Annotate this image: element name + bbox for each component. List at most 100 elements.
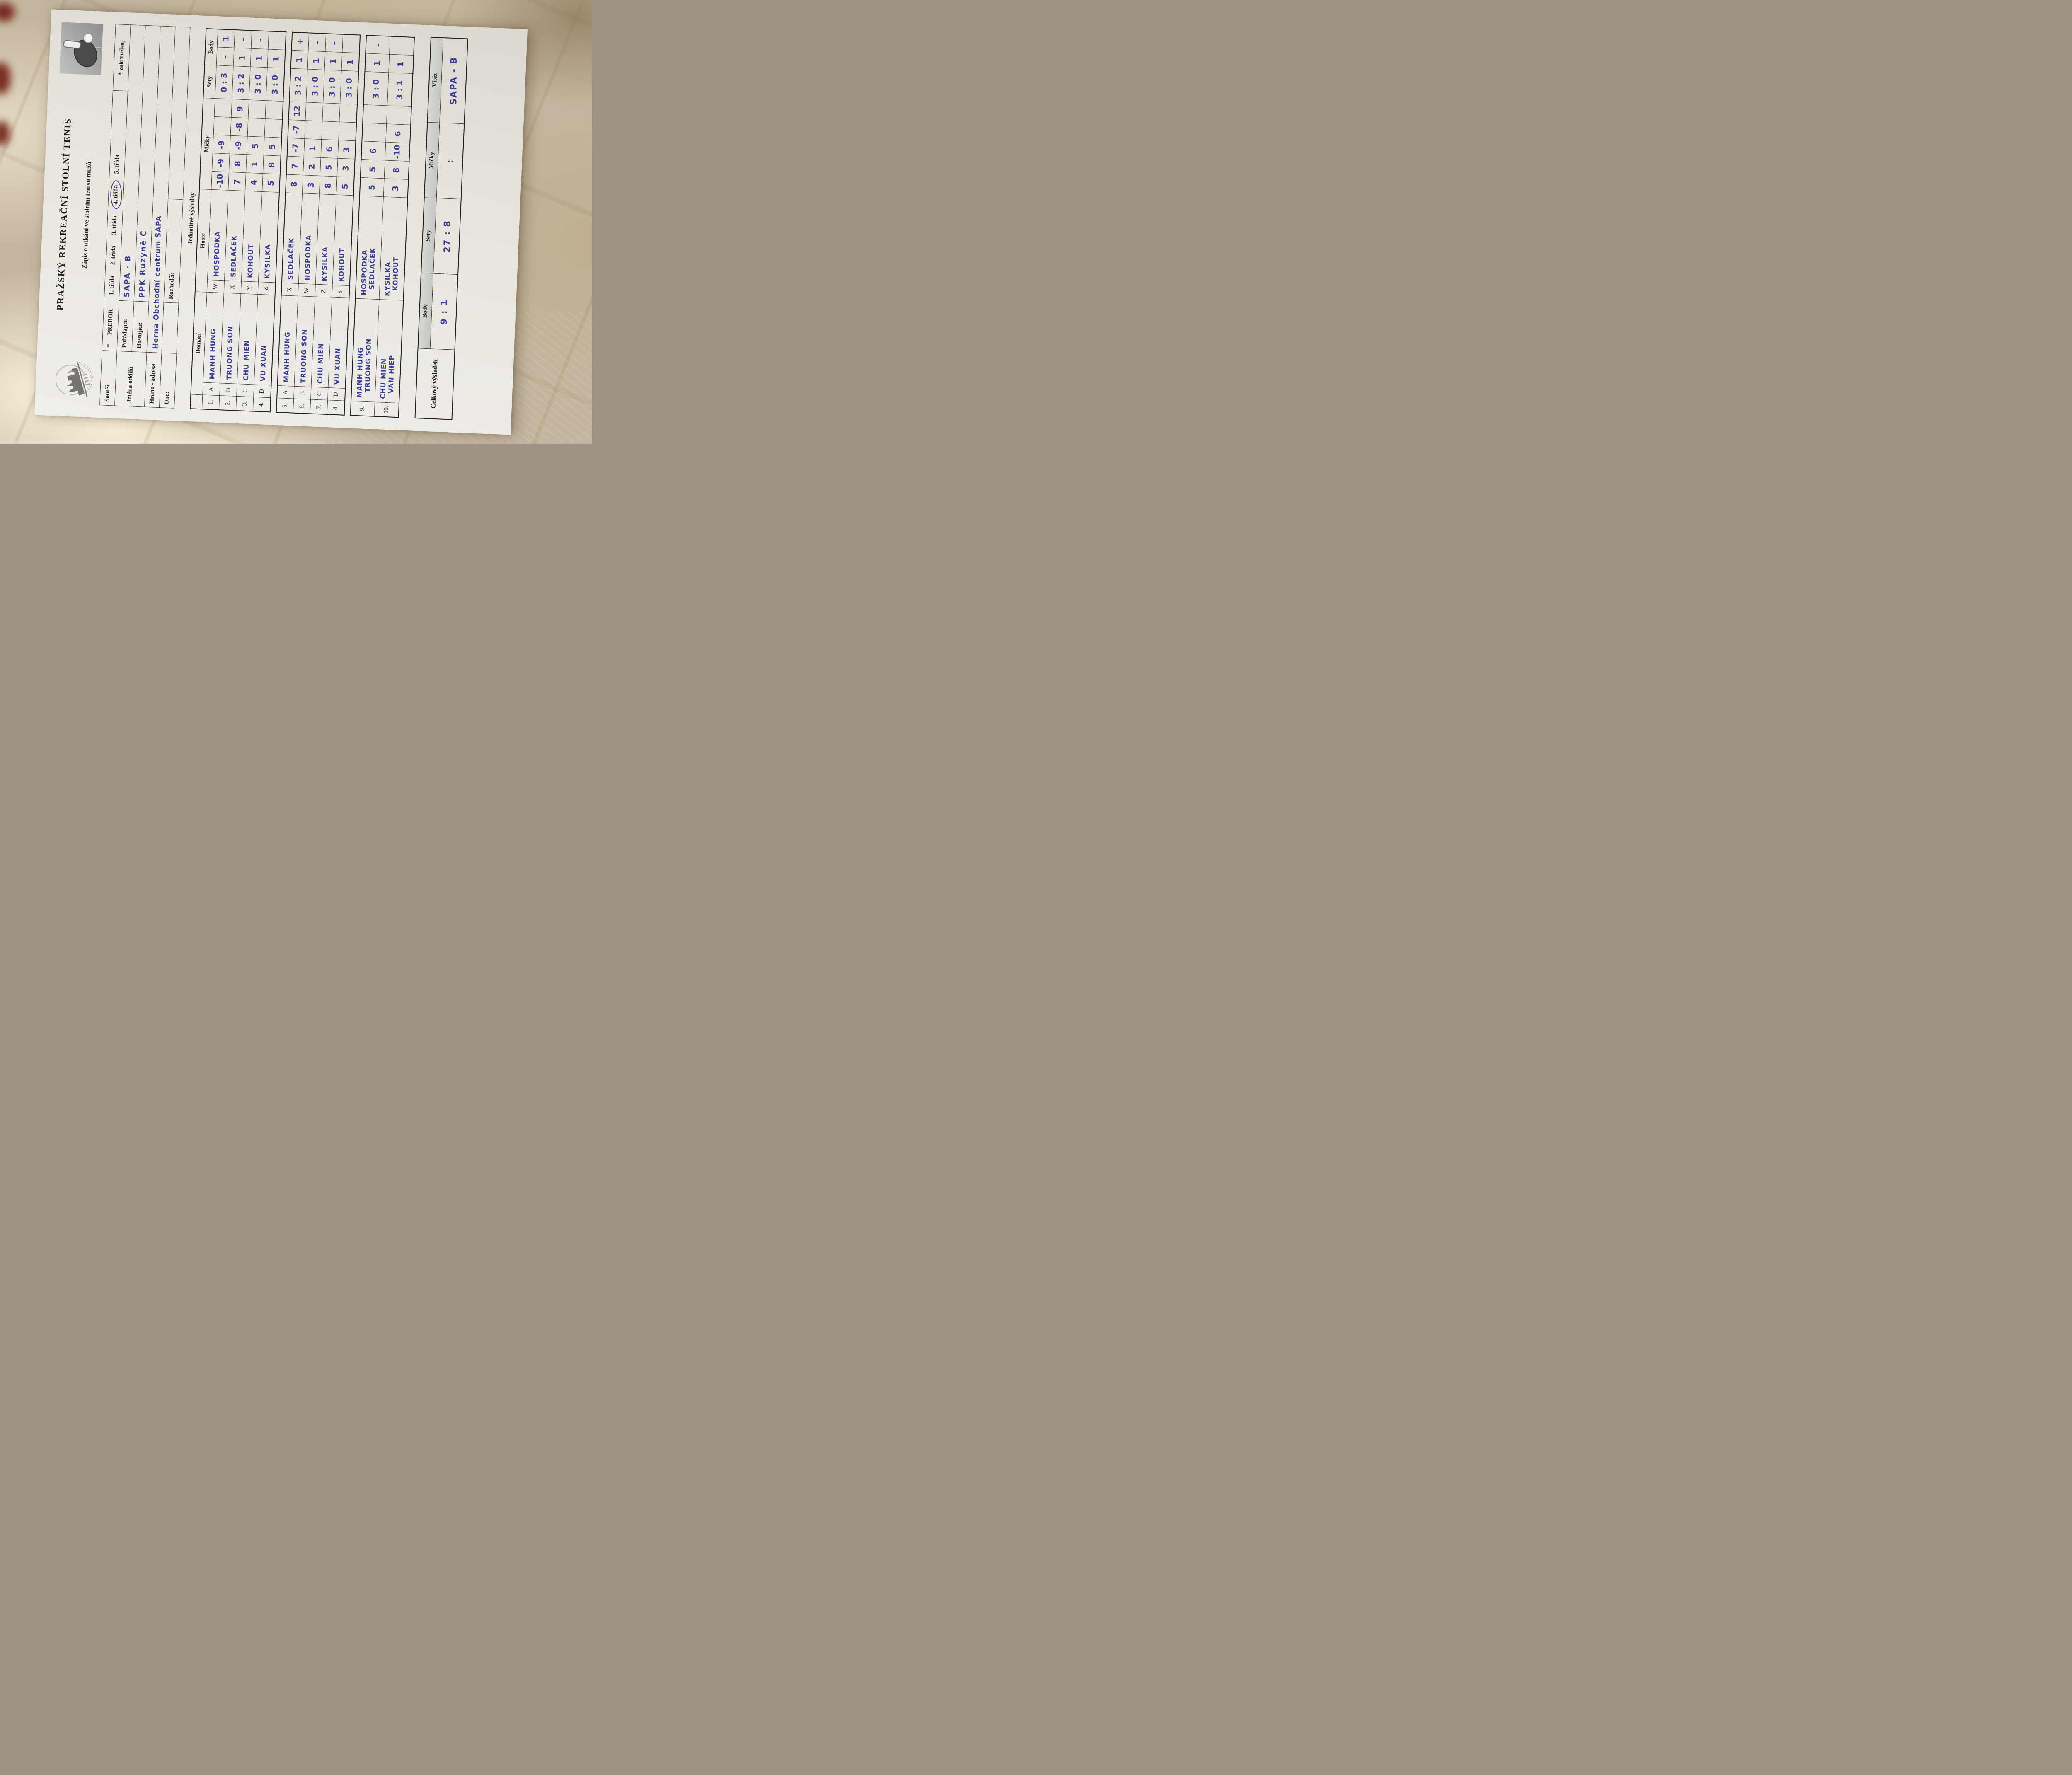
guest-player: KOHOUT	[337, 247, 346, 282]
guest-team-value: PPK Ruzyně C	[138, 230, 148, 298]
game-2: 5	[368, 166, 378, 172]
game-3: -9	[234, 140, 244, 150]
match-no: 1.	[202, 394, 220, 410]
guest-letter: Y	[332, 285, 350, 298]
prebor-label: PŘEBOR	[107, 309, 115, 335]
sets-score: 3 : 0	[270, 74, 280, 94]
game-3: 6	[325, 146, 334, 152]
body-header: Body	[205, 28, 218, 65]
points-home: 1	[254, 55, 264, 61]
points-guest: 1	[221, 36, 231, 41]
points-home: –	[220, 54, 230, 59]
home-team-value: SAPA - B	[123, 254, 133, 297]
game-3: -9	[217, 140, 227, 149]
class-1: 1. třída	[108, 275, 116, 295]
home-letter: D	[254, 385, 271, 398]
class-3: 3. třída	[111, 215, 119, 235]
game-1: 4	[249, 179, 259, 185]
game-1: 8	[290, 181, 299, 187]
match-no: 4.	[253, 397, 271, 412]
game-1: 5	[367, 184, 377, 190]
page-subtitle: Zápis o utkání ve stolním tenisu mužů	[81, 161, 93, 269]
points-guest: –	[312, 40, 322, 44]
sets-score: 0 : 3	[220, 72, 229, 92]
guest-pair-player-2: KOHOUT	[391, 256, 400, 291]
home-letter: B	[293, 386, 312, 399]
match-report-sheet: PRAŽSKÝ REKREAČNÍ S.T. PRAŽSKÝ REKREAČNÍ…	[34, 9, 528, 435]
match-no: 9.	[350, 401, 375, 416]
home-letter: B	[220, 383, 237, 397]
game-4: -7	[292, 125, 302, 134]
game-1: 8	[324, 182, 333, 188]
class-5: 5. třída	[113, 154, 121, 174]
home-player: CHU MIEN	[242, 340, 251, 381]
hrano-adresa-label: Hráno - adresa	[144, 352, 162, 408]
home-player: MANH HUNG	[282, 331, 292, 383]
points-home: 1	[312, 58, 321, 63]
guest-letter: X	[281, 283, 299, 296]
guest-letter: Y	[241, 281, 259, 295]
guest-pair-player-2: SEDLAČEK	[368, 247, 377, 290]
game-1: 3	[307, 181, 316, 188]
sets-score: 3 : 1	[395, 80, 405, 99]
home-letter: A	[203, 382, 220, 396]
game-3: 6	[369, 148, 378, 154]
sets-score: 3 : 0	[310, 76, 320, 96]
home-player: TRUONG SON	[225, 326, 235, 380]
game-1: 5	[266, 180, 276, 186]
asterisk-mark: *	[106, 343, 113, 347]
game-2: 1	[250, 161, 260, 167]
game-4: 6	[393, 131, 403, 136]
game-1: 7	[232, 179, 242, 184]
soutez-label: Soutěž	[99, 350, 117, 406]
dne-value	[162, 302, 179, 353]
match-no: 2.	[219, 395, 237, 411]
guest-player: KOHOUT	[246, 244, 255, 278]
match-no: 10.	[374, 402, 399, 417]
total-sety-value: 27 : 8	[442, 220, 452, 253]
red-object-edge	[0, 62, 11, 94]
game-3: -10	[392, 144, 402, 159]
sets-score: 3 : 2	[294, 75, 303, 95]
sets-score: 3 : 0	[327, 77, 337, 97]
home-player: VU XUAN	[333, 348, 342, 385]
game-3: 5	[268, 143, 277, 150]
game-2: 2	[307, 163, 317, 169]
doubles-table: 9. MANH HUNG TRUONG SON HOSPODKA SEDLAČE…	[350, 34, 415, 418]
game-5: 12	[293, 105, 302, 117]
match-info-table: Soutěž * PŘEBOR 1. třída 2. třída 3. tří…	[99, 24, 191, 408]
guest-player: SEDLAČEK	[229, 235, 238, 278]
sets-score: 3 : 2	[237, 73, 246, 93]
game-2: 5	[324, 164, 334, 170]
game-1: -10	[215, 174, 225, 188]
home-pair-player-2: VAN HIEP	[387, 355, 396, 394]
home-player: CHU MIEN	[316, 343, 325, 384]
home-pair-player-2: TRUONG SON	[363, 338, 373, 393]
guest-letter: X	[224, 280, 242, 294]
guest-pair-player-1: KYSILKA	[383, 261, 392, 297]
num-col-header	[190, 394, 203, 409]
home-letter: C	[310, 387, 329, 400]
points-home: 1	[329, 58, 338, 64]
dne-label: Dne:	[159, 353, 177, 408]
total-body-value: 9 : 1	[438, 298, 449, 325]
titles: PRAŽSKÝ REKREAČNÍ STOLNÍ TENIS Zápis o u…	[47, 73, 97, 355]
home-letter: A	[276, 385, 295, 399]
home-letter: D	[327, 387, 346, 401]
results-table-2: 5. A MANH HUNG X SEDLAČEK 8 7 -7 -7 12 3…	[276, 31, 361, 416]
jmena-oddilu-label: Jména oddílů	[114, 351, 147, 407]
points-home: 1	[373, 60, 382, 66]
home-letter: C	[237, 384, 254, 397]
table-tennis-paddle-icon	[59, 22, 103, 75]
game-3: 5	[251, 143, 260, 149]
game-3: -7	[291, 143, 301, 152]
class-4-circled: 4. třída	[110, 180, 122, 209]
game-2: -9	[216, 158, 226, 167]
game-1: 3	[391, 185, 401, 191]
game-4: -8	[235, 122, 244, 131]
points-home: 1	[396, 61, 406, 67]
results-table-1: Domácí Hosté Míčky Sety Body 1. A MANH H…	[190, 28, 287, 412]
match-no: 5.	[276, 398, 294, 413]
letterhead: PRAŽSKÝ REKREAČNÍ S.T. PRAŽSKÝ REKREAČNÍ…	[45, 22, 114, 405]
guest-player: KYSILKA	[263, 244, 272, 279]
